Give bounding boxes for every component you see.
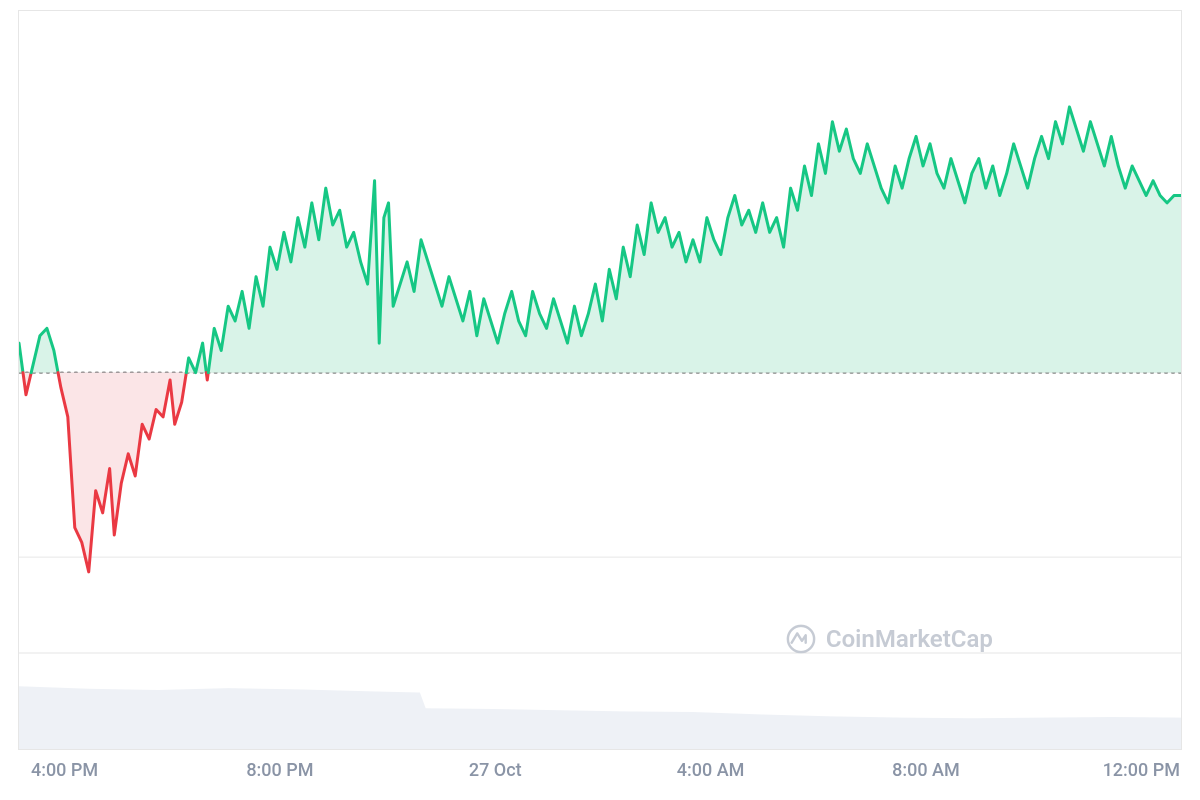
x-tick: 4:00 PM [31, 760, 98, 781]
x-axis: 4:00 PM 8:00 PM 27 Oct 4:00 AM 8:00 AM 12:00 … [18, 760, 1182, 790]
x-tick: 8:00 AM [892, 760, 960, 781]
x-tick: 4:00 AM [677, 760, 745, 781]
plot-area: CoinMarketCap [18, 10, 1182, 750]
chart-svg [19, 11, 1181, 749]
price-chart[interactable]: CoinMarketCap 4:00 PM 8:00 PM 27 Oct 4:00 A… [0, 0, 1200, 800]
x-tick: 27 Oct [469, 760, 522, 781]
x-tick: 12:00 PM [1103, 760, 1180, 781]
x-tick: 8:00 PM [246, 760, 313, 781]
